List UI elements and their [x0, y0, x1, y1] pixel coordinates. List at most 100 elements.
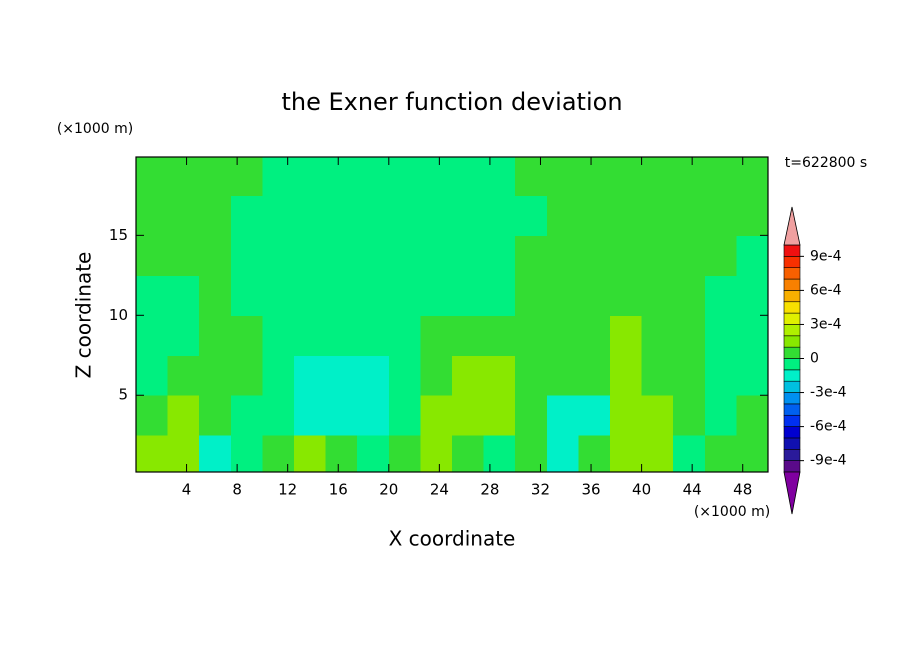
contour-cell	[230, 315, 263, 356]
x-tick-label: 4	[182, 481, 192, 499]
contour-cell	[262, 395, 295, 436]
contour-cell	[357, 235, 390, 276]
y-tick-label: 5	[118, 386, 128, 404]
contour-cell	[294, 435, 327, 473]
contour-cell	[325, 157, 358, 196]
contour-cell	[641, 157, 674, 196]
contour-cell	[388, 355, 421, 396]
colorbar-tick-label: 6e-4	[810, 282, 842, 298]
colorbar-box	[783, 426, 801, 439]
contour-cell	[262, 435, 295, 473]
contour-cell	[546, 315, 579, 356]
x-tick-label: 12	[278, 481, 297, 499]
contour-cell	[262, 315, 295, 356]
colorbar-box	[783, 312, 801, 325]
contour-field	[136, 157, 769, 473]
contour-cell	[388, 435, 421, 473]
contour-cell	[641, 435, 674, 473]
contour-cell	[483, 395, 516, 436]
colorbar-under	[783, 471, 801, 515]
x-tick-label: 16	[329, 481, 348, 499]
contour-cell	[199, 195, 232, 236]
contour-cell	[230, 235, 263, 276]
contour-cell	[325, 235, 358, 276]
contour-cell	[546, 195, 579, 236]
contour-cell	[230, 355, 263, 396]
contour-cell	[641, 355, 674, 396]
x-tick-label: 48	[733, 481, 752, 499]
colorbar-box	[783, 358, 801, 371]
contour-cell	[546, 275, 579, 316]
contour-cell	[136, 157, 169, 196]
contour-cell	[294, 315, 327, 356]
contour-cell	[294, 195, 327, 236]
colorbar-tick-label: 3e-4	[810, 316, 842, 332]
contour-cell	[262, 195, 295, 236]
contour-cell	[262, 235, 295, 276]
x-axis-label: X coordinate	[389, 527, 516, 551]
contour-cell	[136, 275, 169, 316]
x-tick-label: 28	[480, 481, 499, 499]
plot-frame	[135, 156, 769, 473]
contour-cell	[325, 435, 358, 473]
contour-cell	[610, 275, 643, 316]
contour-cell	[704, 157, 737, 196]
contour-cell	[704, 435, 737, 473]
contour-cell	[515, 315, 548, 356]
contour-cell	[673, 355, 706, 396]
contour-cell	[578, 355, 611, 396]
contour-cell	[704, 315, 737, 356]
contour-cell	[736, 235, 769, 276]
contour-cell	[357, 275, 390, 316]
contour-cell	[610, 355, 643, 396]
contour-cell	[294, 275, 327, 316]
x-tick-label: 24	[430, 481, 449, 499]
contour-cell	[388, 157, 421, 196]
x-tick-label: 40	[632, 481, 651, 499]
annotation: t=622800 s	[785, 155, 867, 171]
contour-cell	[388, 235, 421, 276]
contour-cell	[230, 395, 263, 436]
contour-cell	[420, 435, 453, 473]
contour-cell	[230, 275, 263, 316]
contour-cell	[136, 395, 169, 436]
colorbar-tick-label: 9e-4	[810, 248, 842, 264]
contour-cell	[610, 395, 643, 436]
contour-cell	[673, 315, 706, 356]
contour-cell	[546, 395, 579, 436]
colorbar-box	[783, 290, 801, 303]
contour-cell	[357, 315, 390, 356]
contour-cell	[578, 157, 611, 196]
contour-cell	[736, 195, 769, 236]
contour-cell	[704, 355, 737, 396]
contour-cell	[483, 435, 516, 473]
contour-cell	[578, 395, 611, 436]
contour-cell	[420, 157, 453, 196]
contour-cell	[325, 195, 358, 236]
contour-cell	[294, 395, 327, 436]
colorbar-box	[783, 414, 801, 427]
contour-cell	[262, 275, 295, 316]
contour-cell	[420, 235, 453, 276]
contour-cell	[578, 435, 611, 473]
contour-cell	[515, 355, 548, 396]
contour-cell	[704, 395, 737, 436]
contour-cell	[388, 195, 421, 236]
colorbar-box	[783, 403, 801, 416]
colorbar-box	[783, 448, 801, 461]
contour-cell	[515, 157, 548, 196]
contour-cell	[641, 235, 674, 276]
contour-cell	[167, 355, 200, 396]
contour-cell	[136, 195, 169, 236]
contour-cell	[199, 435, 232, 473]
contour-cell	[167, 195, 200, 236]
colorbar-box	[783, 278, 801, 291]
contour-cell	[136, 435, 169, 473]
y-unit: (×1000 m)	[57, 121, 133, 137]
contour-cell	[230, 157, 263, 196]
contour-cell	[167, 435, 200, 473]
contour-cell	[641, 195, 674, 236]
contour-cell	[230, 435, 263, 473]
contour-cell	[325, 275, 358, 316]
contour-cell	[388, 395, 421, 436]
